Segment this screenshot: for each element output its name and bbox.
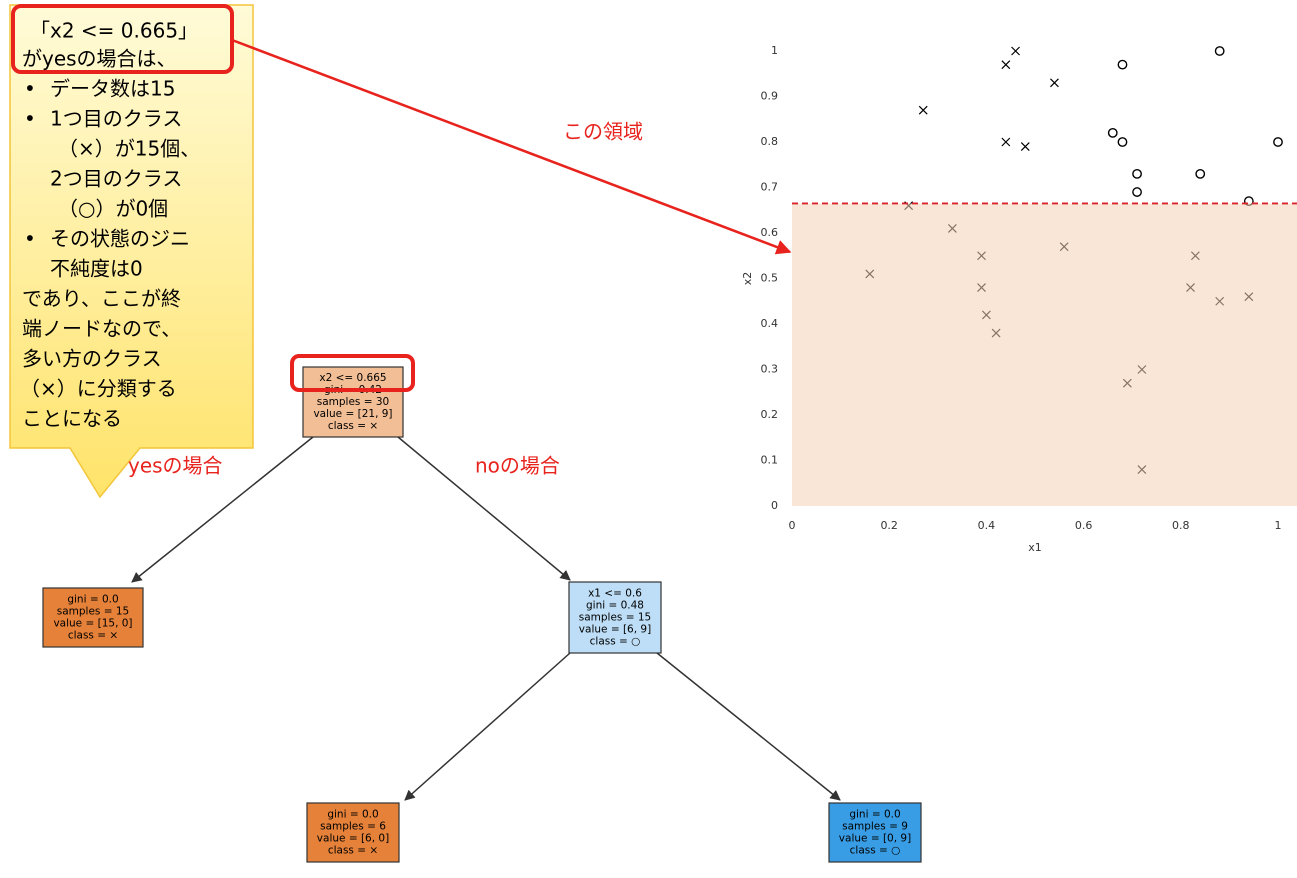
tree-node	[302, 366, 404, 438]
y-tick-label: 0.3	[761, 363, 779, 376]
node-text: x2 <= 0.665	[319, 372, 386, 384]
x-tick-label: 0.4	[978, 519, 996, 532]
callout-box	[9, 4, 254, 499]
edge	[656, 652, 841, 801]
y-tick-label: 0.7	[761, 181, 779, 194]
node-text: samples = 30	[317, 396, 389, 408]
x-marker	[1020, 142, 1030, 151]
edge	[397, 436, 571, 581]
region-label: この領域	[563, 120, 643, 144]
node-text: gini = 0.0	[327, 809, 378, 821]
node-text: class = ×	[328, 420, 378, 432]
node-text: gini = 0.0	[67, 594, 118, 606]
node-text: class = ×	[328, 845, 378, 857]
node-text: value = [6, 0]	[317, 833, 389, 845]
callout-line: データ数は15	[50, 77, 175, 101]
node-text: samples = 6	[320, 821, 386, 833]
callout-line: であり、ここが終	[22, 287, 181, 311]
o-marker	[1273, 137, 1283, 147]
node-text: class = ○	[590, 636, 641, 648]
bullet-dot: •	[24, 107, 36, 131]
x-tick-label: 0.6	[1075, 519, 1093, 532]
callout-line: 多い方のクラス	[22, 347, 162, 371]
callout-line: 端ノードなので、	[22, 317, 181, 341]
o-marker	[1117, 137, 1128, 147]
y-axis-label: x2	[741, 272, 754, 286]
y-tick-label: 0	[771, 499, 778, 512]
node-text: samples = 15	[57, 606, 129, 618]
x-marker	[1001, 60, 1011, 70]
x-marker	[1050, 78, 1059, 88]
x-marker	[918, 105, 928, 115]
node-text: x1 <= 0.6	[588, 588, 642, 600]
tree-node	[42, 587, 144, 648]
tree-node	[568, 581, 662, 654]
callout-line: （○）が0個	[58, 197, 168, 221]
tree-node	[828, 802, 922, 863]
no-label: noの場合	[475, 454, 560, 478]
node-text: samples = 9	[842, 821, 908, 833]
y-tick-label: 0.8	[761, 135, 779, 148]
x-tick-label: 0.8	[1172, 519, 1190, 532]
yes-label: yesの場合	[128, 454, 223, 478]
x-marker	[1011, 46, 1020, 56]
y-tick-label: 0.4	[761, 317, 779, 330]
edge	[404, 652, 571, 801]
y-tick-label: 0.2	[761, 408, 779, 421]
node-text: gini = 0.48	[586, 600, 644, 612]
y-tick-label: 0.1	[761, 454, 779, 467]
y-tick-label: 0.6	[761, 226, 779, 239]
node-text: value = [15, 0]	[53, 618, 132, 630]
bullet-dot: •	[24, 227, 36, 251]
bullet-dot: •	[24, 77, 36, 101]
callout-title: 「x2 <= 0.665」	[30, 19, 198, 43]
node-text: class = ○	[850, 845, 901, 857]
node-text: value = [6, 9]	[579, 624, 651, 636]
x-marker	[1001, 137, 1011, 147]
node-text: gini = 0.0	[849, 809, 900, 821]
x-tick-label: 0.2	[880, 519, 898, 532]
callout-line: ことになる	[22, 407, 122, 431]
callout-line: その状態のジニ	[50, 227, 190, 251]
node-text: samples = 15	[579, 612, 651, 624]
o-marker	[1107, 127, 1118, 138]
callout-line: 1つ目のクラス	[50, 107, 182, 131]
y-tick-label: 0.9	[761, 90, 779, 103]
o-marker	[1214, 46, 1225, 56]
region-arrow	[231, 38, 792, 255]
node-highlight	[290, 354, 415, 392]
o-marker	[1195, 168, 1206, 179]
x-tick-label: 1	[1275, 519, 1282, 532]
node-text: class = ×	[68, 630, 118, 642]
region	[792, 203, 1297, 507]
o-marker	[1132, 168, 1142, 179]
node-text: value = [21, 9]	[313, 408, 392, 420]
callout-line: （×）が15個、	[58, 137, 200, 161]
node-text: value = [0, 9]	[839, 833, 911, 845]
tree-node	[306, 802, 400, 863]
callout-line: （×）に分類する	[20, 377, 177, 401]
callout-line: 不純度は0	[50, 257, 143, 281]
x-axis-label: x1	[1028, 541, 1042, 554]
y-tick-label: 0.5	[761, 272, 779, 285]
edge	[131, 436, 314, 583]
o-marker	[1117, 59, 1128, 70]
x-tick-label: 0	[789, 519, 796, 532]
y-tick-label: 1	[771, 44, 778, 57]
callout-highlight	[11, 4, 234, 74]
callout-line: 2つ目のクラス	[50, 167, 182, 191]
o-marker	[1132, 187, 1142, 197]
callout-intro: がyesの場合は、	[22, 47, 177, 71]
